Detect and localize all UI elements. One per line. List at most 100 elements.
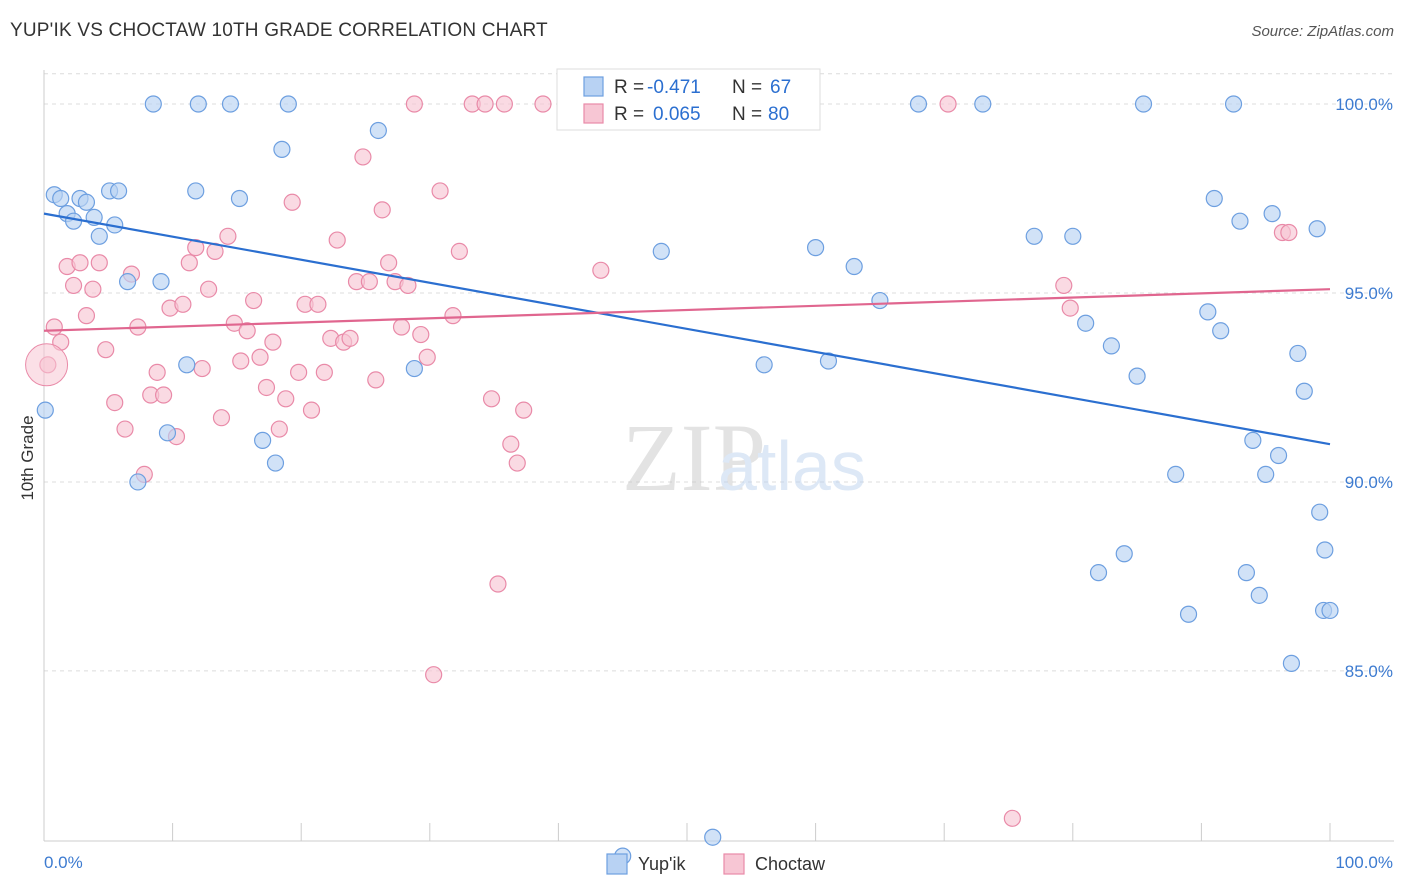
yupik-point <box>1205 189 1223 208</box>
yupik-points <box>36 95 1339 865</box>
stats-n-value-choctaw: 80 <box>768 104 789 125</box>
choctaw-point <box>193 359 211 378</box>
choctaw-points <box>25 95 1298 827</box>
yupik-point <box>1250 586 1268 604</box>
yupik-point <box>1179 605 1198 623</box>
yupik-point <box>1025 227 1043 245</box>
yupik-point <box>652 242 670 261</box>
yupik-point <box>1134 95 1153 113</box>
choctaw-point <box>399 276 417 295</box>
stats-r-label-yupik: R = <box>614 77 644 98</box>
choctaw-point <box>373 201 391 219</box>
choctaw-point <box>180 254 198 272</box>
yupik-point <box>144 95 162 113</box>
stats-n-label-choctaw: N = <box>732 104 762 125</box>
x-tick-label-min: 0.0% <box>44 853 83 872</box>
choctaw-point <box>200 280 218 298</box>
yupik-point <box>1237 564 1256 582</box>
yupik-point <box>755 356 773 374</box>
choctaw-point <box>939 95 957 113</box>
choctaw-point <box>225 314 243 332</box>
yupik-point <box>230 189 249 208</box>
choctaw-point <box>425 666 443 684</box>
yupik-point <box>405 359 423 378</box>
choctaw-point <box>251 348 269 366</box>
choctaw-point <box>84 280 102 298</box>
yupik-point <box>369 121 387 140</box>
yupik-point <box>1257 465 1275 483</box>
yupik-point <box>1089 564 1108 582</box>
stats-r-label-choctaw: R = <box>614 104 644 125</box>
stats-n-label-yupik: N = <box>732 77 762 98</box>
choctaw-point <box>264 333 282 351</box>
yupik-point <box>819 352 838 370</box>
yupik-point <box>152 273 170 291</box>
choctaw-point <box>495 95 513 113</box>
yupik-point <box>221 95 240 113</box>
choctaw-point <box>405 95 423 113</box>
stats-r-value-choctaw: 0.065 <box>653 104 701 125</box>
choctaw-point <box>592 261 610 279</box>
stats-r-value-yupik: -0.471 <box>647 77 701 98</box>
yupik-point <box>1167 465 1185 483</box>
choctaw-point <box>515 401 533 419</box>
yupik-trend-line <box>43 212 1331 446</box>
yupik-point <box>1295 382 1313 400</box>
trend-lines <box>43 212 1331 446</box>
yupik-point <box>178 356 196 374</box>
yupik-point <box>1263 205 1281 223</box>
yupik-point <box>118 273 137 291</box>
choctaw-point <box>270 420 288 438</box>
yupik-point <box>1321 601 1339 620</box>
choctaw-point <box>431 182 449 200</box>
yupik-point <box>1311 503 1329 521</box>
choctaw-point <box>90 254 108 272</box>
y-tick-label: 85.0% <box>1345 662 1393 681</box>
yupik-point <box>1224 95 1243 113</box>
choctaw-point <box>290 363 308 381</box>
choctaw-point <box>187 239 205 257</box>
yupik-point <box>1244 431 1262 449</box>
yupik-point <box>704 828 722 846</box>
yupik-point <box>974 95 992 113</box>
yupik-point <box>254 431 272 449</box>
choctaw-point <box>534 95 552 113</box>
yupik-point <box>909 95 928 113</box>
yupik-point <box>189 95 207 113</box>
stats-swatch-choctaw <box>583 103 604 124</box>
yupik-point <box>279 95 297 113</box>
choctaw-point <box>341 329 359 347</box>
legend: Yup'ik Choctaw <box>606 853 826 875</box>
choctaw-point <box>502 435 520 453</box>
yupik-point <box>273 140 291 158</box>
legend-swatch-yupik <box>606 853 628 875</box>
choctaw-trend-line <box>43 288 1331 332</box>
choctaw-point <box>354 148 372 166</box>
legend-swatch-choctaw <box>723 853 745 875</box>
choctaw-point <box>219 227 237 245</box>
choctaw-point <box>482 390 501 408</box>
yupik-point <box>1308 220 1326 238</box>
choctaw-point <box>1280 223 1298 242</box>
choctaw-point <box>360 273 378 291</box>
watermark: ZIP atlas <box>622 404 866 511</box>
yupik-point <box>158 424 177 442</box>
yupik-point <box>1316 541 1334 559</box>
yupik-point <box>36 401 54 419</box>
yupik-point <box>806 239 825 257</box>
choctaw-point <box>328 231 346 249</box>
gridlines: 85.0% 90.0% 95.0% 100.0% <box>44 73 1394 681</box>
yupik-point <box>266 454 285 472</box>
legend-label-yupik: Yup'ik <box>638 854 686 874</box>
chart-title: YUP'IK VS CHOCTAW 10TH GRADE CORRELATION… <box>10 20 548 41</box>
choctaw-point <box>283 193 301 211</box>
y-tick-label: 90.0% <box>1345 473 1393 492</box>
choctaw-point <box>77 307 96 325</box>
choctaw-point <box>1061 299 1079 317</box>
yupik-point <box>1128 367 1146 385</box>
x-tick-label-max: 100.0% <box>1335 853 1393 872</box>
choctaw-point <box>154 386 173 404</box>
choctaw-point-large <box>25 343 69 387</box>
choctaw-point <box>315 363 333 381</box>
